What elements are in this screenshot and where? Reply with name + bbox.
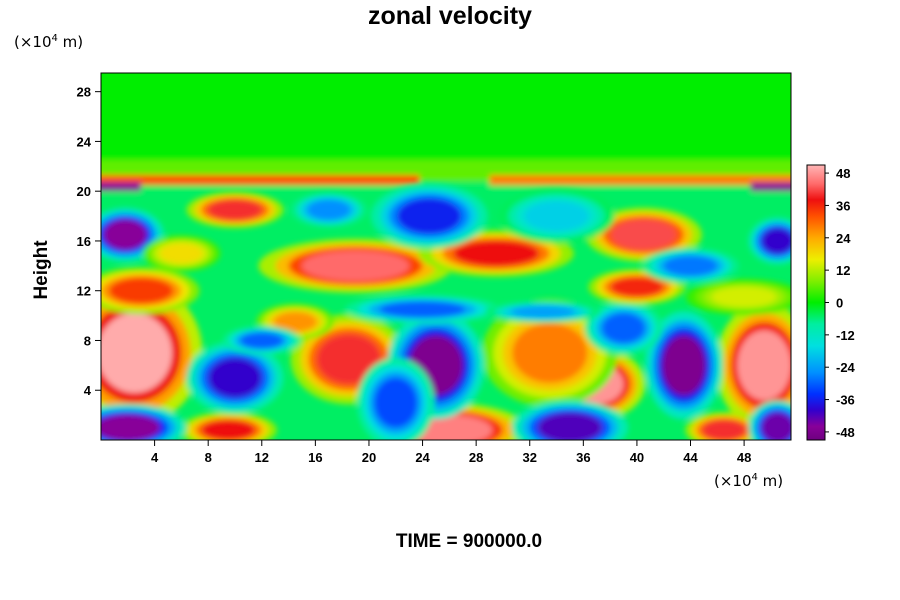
heatmap-cell [641,247,740,284]
colorbar [806,164,826,441]
heatmap-cell [418,229,574,277]
colorbar-tick-label: -24 [836,360,856,375]
x-tick-label: 32 [523,450,537,465]
heatmap-cell [344,294,501,324]
y-axis-ticks: 4 8 12 16 20 24 28 [77,85,101,398]
heatmap-cell [258,238,453,293]
heatmap-cell [101,267,200,315]
colorbar-tick-label: 48 [836,166,850,181]
heatmap-cell [748,217,791,265]
heatmap-cell [101,280,203,426]
heatmap-cell [101,404,187,440]
y-tick-label: 20 [77,184,91,199]
x-tick-label: 20 [362,450,376,465]
heatmap-cell [685,278,791,315]
plot-frame [100,72,792,441]
colorbar-tick-label: -48 [836,425,855,440]
y-axis-unit: (×104 m) [14,33,84,51]
heatmap-cell [685,412,763,440]
x-tick-label: 12 [255,450,269,465]
x-tick-label: 48 [737,450,751,465]
colorbar-tick-label: 24 [836,231,851,246]
x-tick-label: 4 [151,450,159,465]
colorbar-tick-label: 0 [836,296,843,311]
x-tick-label: 40 [630,450,644,465]
heatmap-cell [748,400,791,440]
heatmap-cell [356,357,435,440]
colorbar-tick-label: -36 [836,393,855,408]
x-tick-label: 36 [576,450,590,465]
chart-title: zonal velocity [368,2,532,30]
heatmap-cell [715,302,791,429]
heatmap-cell [222,326,301,355]
heatmap-cell [511,400,629,440]
x-tick-label: 24 [415,450,430,465]
heatmap-cell [644,311,723,420]
heatmap-cell [484,301,602,323]
heatmap-cell [179,412,277,440]
x-tick-label: 8 [205,450,212,465]
heatmap-cell [289,191,368,228]
y-tick-label: 8 [84,333,91,348]
y-tick-label: 16 [77,234,91,249]
time-footer: TIME = 900000.0 [395,531,543,552]
heatmap-cell [186,341,284,414]
heatmap-cell [186,191,284,228]
heatmap-cell [584,300,663,356]
x-tick-label: 44 [683,450,698,465]
colorbar-tick-label: 36 [836,198,850,213]
heatmap-cell [481,298,618,408]
heatmap-cell [370,183,488,249]
colorbar-tick-label: -12 [836,328,855,343]
y-tick-label: 12 [77,284,91,299]
x-axis-unit: (×104 m) [714,472,784,490]
heatmap-plot-area [101,73,791,440]
colorbar-tick-label: 12 [836,263,850,278]
y-tick-label: 24 [77,134,92,149]
heatmap-cell [585,207,702,262]
x-axis-ticks: 4 8 12 16 20 24 28 32 36 40 44 48 [151,440,751,465]
y-tick-label: 4 [84,383,92,398]
heatmap-cell [498,189,615,244]
y-tick-label: 28 [77,85,91,100]
x-tick-label: 28 [469,450,483,465]
x-tick-label: 16 [308,450,322,465]
heatmap-cell [142,235,221,272]
colorbar-ticks: 48 36 24 12 0 -12 -24 -36 -48 [825,166,856,440]
